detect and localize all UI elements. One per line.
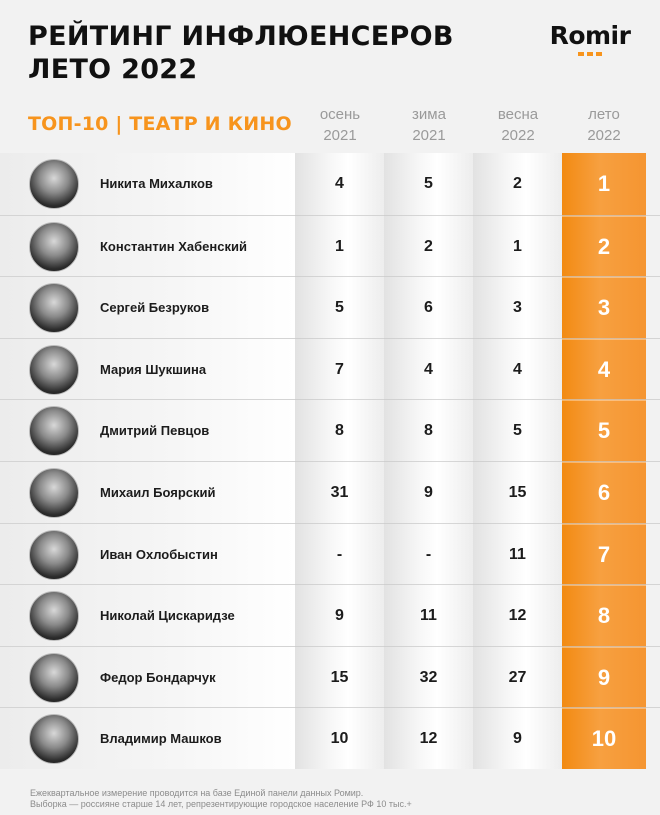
- table-row: Константин Хабенский 1 2 1 2: [0, 214, 660, 277]
- rank-winter-2021: 9: [424, 483, 433, 501]
- column-year: 2021: [323, 127, 357, 144]
- rank-winter-2021: 5: [424, 175, 433, 192]
- person-name: Константин Хабенский: [100, 238, 247, 254]
- rank-autumn-2021: -: [336, 545, 343, 563]
- person-photo: [29, 344, 79, 395]
- rank-spring-2022: 5: [513, 422, 522, 440]
- rank-autumn-2021: 10: [330, 730, 349, 748]
- person-photo: [29, 283, 79, 334]
- romir-logo: Romir: [542, 22, 638, 56]
- person-photo: [29, 159, 79, 209]
- table-row: Дмитрий Певцов 8 8 5 5: [0, 399, 660, 461]
- column-season: лето: [588, 106, 620, 123]
- rank-autumn-2021: 31: [330, 483, 349, 501]
- column-season: осень: [319, 106, 361, 123]
- rank-autumn-2021: 7: [335, 360, 344, 378]
- rank-summer-2022: 6: [597, 479, 611, 505]
- page-title: РЕЙТИНГ ИНФЛЮЕНСЕРОВ ЛЕТО 2022: [28, 20, 454, 86]
- rank-spring-2022: 12: [508, 607, 527, 625]
- ranking-table: Никита Михалков 4 5 2 1 Константин Хабен…: [0, 153, 660, 769]
- rank-autumn-2021: 9: [335, 607, 344, 625]
- column-year: 2022: [501, 127, 535, 144]
- column-season: весна: [497, 106, 539, 123]
- rank-winter-2021: 4: [424, 360, 433, 378]
- rank-spring-2022: 4: [513, 360, 522, 378]
- footnote: Ежеквартальное измерение проводится на б…: [30, 788, 412, 810]
- rank-spring-2022: 1: [513, 237, 522, 255]
- table-row: Иван Охлобыстин - - 11 7: [0, 522, 660, 585]
- table-subtitle: ТОП-10 | ТЕАТР И КИНО: [28, 113, 292, 135]
- rank-summer-2022: 5: [597, 418, 611, 444]
- title-line-1: РЕЙТИНГ ИНФЛЮЕНСЕРОВ: [28, 21, 454, 52]
- column-season: зима: [412, 106, 446, 123]
- rank-autumn-2021: 4: [335, 175, 344, 192]
- person-photo: [29, 529, 79, 580]
- person-photo: [29, 714, 79, 765]
- rank-winter-2021: 32: [419, 668, 438, 686]
- person-photo: [29, 221, 79, 272]
- person-photo: [29, 406, 79, 457]
- column-header-spring-2022: весна 2022: [473, 104, 563, 146]
- rank-summer-2022: 9: [597, 664, 611, 690]
- rank-spring-2022: 2: [513, 175, 522, 192]
- table-row: Федор Бондарчук 15 32 27 9: [0, 645, 660, 708]
- person-photo: [29, 652, 79, 703]
- person-name: Николай Цискаридзе: [100, 608, 235, 624]
- column-year: 2021: [412, 127, 446, 144]
- logo-dots: [542, 52, 638, 56]
- person-name: Федор Бондарчук: [100, 669, 216, 685]
- person-photo: [29, 591, 79, 642]
- rank-spring-2022: 9: [513, 730, 522, 748]
- person-photo: [29, 467, 79, 518]
- person-name: Никита Михалков: [100, 176, 213, 191]
- footnote-line-2: Выборка — россияне старше 14 лет, репрез…: [30, 799, 412, 809]
- column-year: 2022: [587, 127, 621, 144]
- footnote-line-1: Ежеквартальное измерение проводится на б…: [30, 788, 364, 798]
- table-row: Мария Шукшина 7 4 4 4: [0, 337, 660, 400]
- person-name: Мария Шукшина: [100, 361, 207, 377]
- rank-winter-2021: -: [425, 545, 432, 563]
- person-name: Дмитрий Певцов: [100, 423, 210, 439]
- table-row: Владимир Машков 10 12 9 10: [0, 707, 660, 769]
- table-row: Николай Цискаридзе 9 11 12 8: [0, 584, 660, 646]
- rank-summer-2022: 10: [591, 726, 617, 752]
- person-name: Иван Охлобыстин: [100, 546, 218, 562]
- column-header-autumn-2021: осень 2021: [295, 104, 385, 146]
- rank-summer-2022: 2: [597, 233, 611, 259]
- rank-spring-2022: 27: [508, 668, 527, 686]
- table-row: Михаил Боярский 31 9 15 6: [0, 460, 660, 523]
- rank-autumn-2021: 8: [335, 422, 344, 440]
- rank-summer-2022: 3: [597, 295, 611, 321]
- rank-winter-2021: 2: [424, 237, 433, 255]
- title-line-2: ЛЕТО 2022: [28, 54, 198, 85]
- rank-autumn-2021: 5: [335, 299, 344, 317]
- rank-summer-2022: 8: [597, 603, 611, 629]
- rank-spring-2022: 11: [509, 545, 526, 563]
- logo-text: Romir: [549, 21, 631, 50]
- rank-winter-2021: 11: [420, 607, 437, 625]
- column-header-winter-2021: зима 2021: [384, 104, 474, 146]
- person-name: Владимир Машков: [100, 731, 222, 747]
- rank-spring-2022: 3: [513, 299, 522, 317]
- column-header-summer-2022: лето 2022: [559, 104, 649, 146]
- rank-winter-2021: 6: [424, 299, 433, 317]
- rank-winter-2021: 12: [419, 730, 438, 748]
- table-row: Никита Михалков 4 5 2 1: [0, 153, 660, 215]
- rank-summer-2022: 4: [597, 356, 611, 382]
- table-row: Сергей Безруков 5 6 3 3: [0, 276, 660, 338]
- rank-spring-2022: 15: [508, 483, 527, 501]
- person-name: Сергей Безруков: [100, 300, 210, 316]
- rank-summer-2022: 7: [597, 541, 611, 567]
- rank-winter-2021: 8: [424, 422, 433, 440]
- rank-autumn-2021: 15: [330, 668, 349, 686]
- rank-autumn-2021: 1: [335, 237, 344, 255]
- rank-summer-2022: 1: [597, 171, 611, 196]
- person-name: Михаил Боярский: [100, 484, 216, 500]
